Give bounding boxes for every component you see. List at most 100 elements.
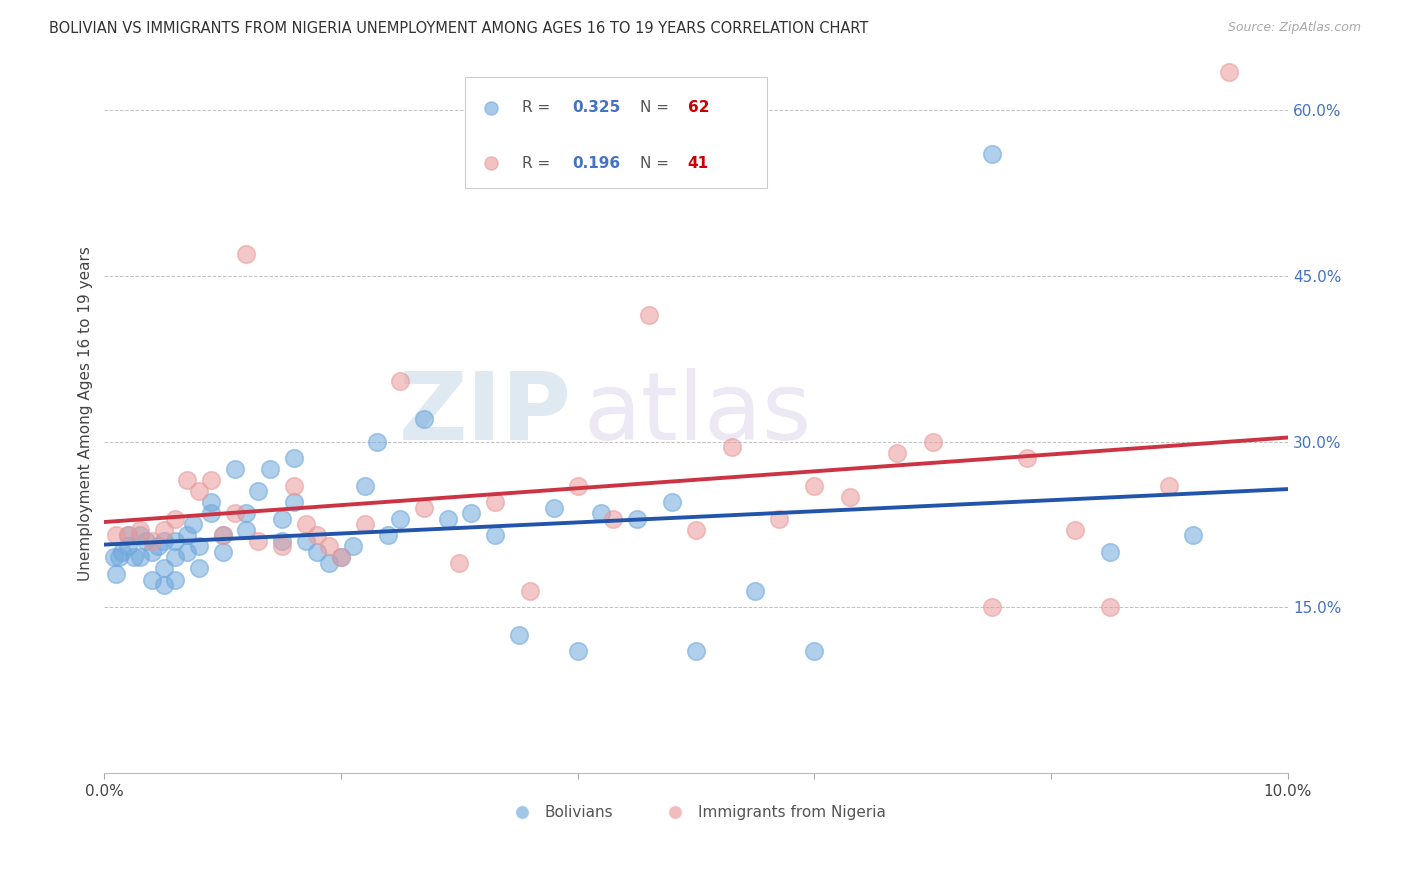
Point <box>128 528 150 542</box>
Text: ZIP: ZIP <box>399 368 572 460</box>
Point <box>294 533 316 548</box>
Point <box>211 528 233 542</box>
Text: N =: N = <box>641 100 675 115</box>
Point <box>247 484 270 499</box>
Point <box>591 506 613 520</box>
Point <box>449 556 471 570</box>
Point <box>803 479 825 493</box>
Point <box>181 517 204 532</box>
Point <box>980 600 1002 615</box>
Point <box>152 578 174 592</box>
Text: 41: 41 <box>688 156 709 171</box>
Point <box>152 561 174 575</box>
Point <box>1099 545 1122 559</box>
Text: R =: R = <box>522 100 555 115</box>
Point <box>235 506 257 520</box>
Point <box>318 540 340 554</box>
Legend: Bolivians, Immigrants from Nigeria: Bolivians, Immigrants from Nigeria <box>501 799 891 826</box>
Point <box>602 512 624 526</box>
Point <box>353 479 375 493</box>
Point <box>377 528 399 542</box>
Point <box>389 374 412 388</box>
Point <box>117 528 139 542</box>
Point <box>318 556 340 570</box>
Point <box>366 434 388 449</box>
Point <box>921 434 943 449</box>
Point <box>117 528 139 542</box>
Point <box>1063 523 1085 537</box>
Point <box>685 523 707 537</box>
Point <box>283 479 305 493</box>
Point <box>165 512 187 526</box>
Text: 62: 62 <box>688 100 709 115</box>
Point <box>259 462 281 476</box>
Point <box>105 567 128 582</box>
Point <box>211 545 233 559</box>
Point <box>307 528 329 542</box>
Point <box>188 561 211 575</box>
Point <box>1099 600 1122 615</box>
Text: N =: N = <box>641 156 675 171</box>
Point <box>152 523 174 537</box>
Point <box>146 540 169 554</box>
Point <box>235 247 257 261</box>
Point <box>980 147 1002 161</box>
Point <box>484 528 506 542</box>
Point <box>460 506 482 520</box>
Point <box>211 528 233 542</box>
Point <box>200 506 222 520</box>
Point <box>270 540 292 554</box>
Point <box>270 512 292 526</box>
Point <box>283 451 305 466</box>
Point <box>141 573 163 587</box>
Point <box>307 545 329 559</box>
Point <box>235 523 257 537</box>
Point <box>165 573 187 587</box>
Point <box>176 528 198 542</box>
Text: atlas: atlas <box>583 368 811 460</box>
FancyBboxPatch shape <box>465 77 768 188</box>
Point <box>1159 479 1181 493</box>
Point <box>188 484 211 499</box>
Point <box>519 583 541 598</box>
Point <box>141 545 163 559</box>
Point <box>1017 451 1039 466</box>
Point <box>637 308 659 322</box>
Point <box>200 473 222 487</box>
Point <box>247 533 270 548</box>
Point <box>330 550 353 565</box>
Point <box>165 533 187 548</box>
Point <box>103 550 125 565</box>
Point <box>744 583 766 598</box>
Point <box>838 490 860 504</box>
Point <box>224 506 246 520</box>
Point <box>886 445 908 459</box>
Text: BOLIVIAN VS IMMIGRANTS FROM NIGERIA UNEMPLOYMENT AMONG AGES 16 TO 19 YEARS CORRE: BOLIVIAN VS IMMIGRANTS FROM NIGERIA UNEM… <box>49 21 869 37</box>
Point <box>661 495 683 509</box>
Text: R =: R = <box>522 156 555 171</box>
Point <box>626 512 648 526</box>
Point <box>803 644 825 658</box>
Point <box>484 495 506 509</box>
Point <box>224 462 246 476</box>
Point <box>141 533 163 548</box>
Point <box>412 412 434 426</box>
Y-axis label: Unemployment Among Ages 16 to 19 years: Unemployment Among Ages 16 to 19 years <box>79 246 93 582</box>
Point <box>111 545 134 559</box>
Point <box>188 540 211 554</box>
Text: Source: ZipAtlas.com: Source: ZipAtlas.com <box>1227 21 1361 35</box>
Point <box>165 550 187 565</box>
Point <box>567 644 589 658</box>
Point <box>389 512 412 526</box>
Point <box>270 533 292 548</box>
Point <box>105 528 128 542</box>
Point <box>176 545 198 559</box>
Point <box>543 500 565 515</box>
Point <box>107 550 129 565</box>
Point <box>135 533 157 548</box>
Point <box>342 540 364 554</box>
Point <box>176 473 198 487</box>
Point <box>283 495 305 509</box>
Point <box>768 512 790 526</box>
Point <box>720 440 742 454</box>
